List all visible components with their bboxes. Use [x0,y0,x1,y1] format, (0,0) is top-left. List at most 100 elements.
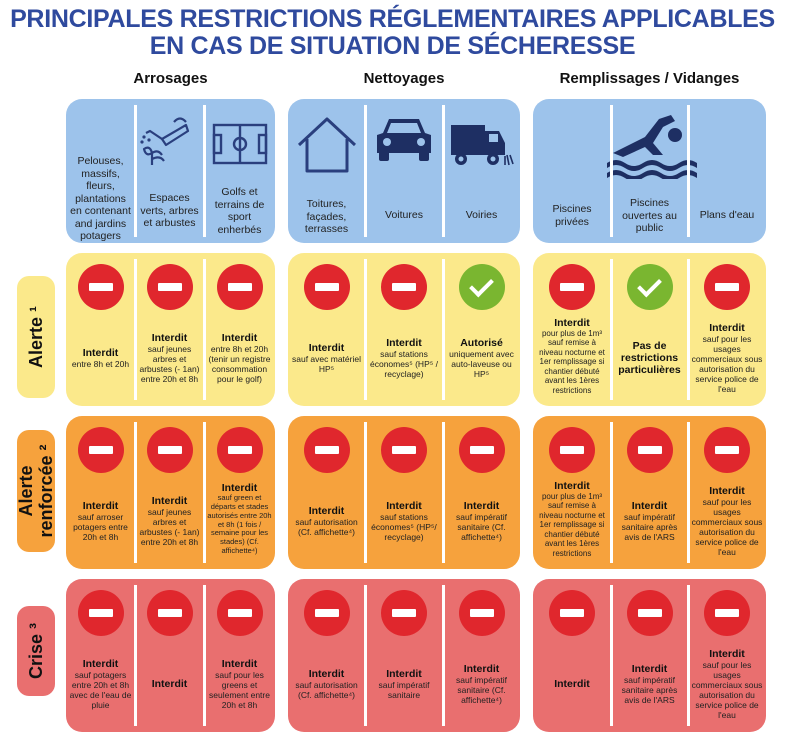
level-crise-label: Crise ³ [26,622,46,680]
forbidden-icon [146,590,193,636]
rule-renforcee-toitures: Interdit sauf autorisation (Cf. affichett… [288,416,365,569]
rule-detail: sauf jeunes arbres et arbustes (- 1an) e… [139,506,200,547]
rule-renforcee-piscines-privees: Interdit pour plus de 1m³ sauf remise à n… [533,416,611,569]
car-icon [377,119,431,161]
rule-status: Interdit [221,482,258,495]
forbidden-icon [77,427,124,473]
rule-detail: sauf impératif sanitaire après avis de l… [621,674,678,705]
rule-detail: sauf stations économes⁵ (HP⁵/ recyclage) [371,511,437,542]
rule-renforcee-voiries: Interdit sauf impératif sanitaire (Cf. af… [443,416,520,569]
row-alerte-remplissages: Interdit pour plus de 1m³ sauf remise à n… [533,253,766,406]
rule-renforcee-voitures: Interdit sauf stations économes⁵ (HP⁵/ re… [365,416,443,569]
rule-alerte-voiries: Autorisé uniquement avec auto-laveuse ou … [443,253,520,406]
rule-detail: sauf autorisation (Cf. affichette⁴) [295,679,358,700]
rule-detail: sauf impératif sanitaire [378,679,430,700]
forbidden-icon [549,590,595,636]
forbidden-icon [216,264,263,310]
rule-alerte-plans-eau: Interdit sauf pour les usages commerciaux… [688,253,766,406]
sports-field-icon [212,123,267,165]
row-renforcee-remplissages: Interdit pour plus de 1m³ sauf remise à n… [533,416,766,569]
category-nettoyages: Nettoyages [363,70,445,87]
header-piscines-public-label: Piscines ouvertes au public [622,197,677,234]
rule-renforcee-espaces: Interdit sauf jeunes arbres et arbustes (… [135,416,204,569]
header-toitures-label: Toitures, façades, terrasses [304,198,349,235]
rule-renforcee-golfs: Interdit sauf green et départs et stades … [204,416,275,569]
rule-status: Interdit [631,662,668,675]
rule-status: Interdit [554,677,590,690]
rule-crise-voitures: Interdit sauf impératif sanitaire [365,579,443,732]
rule-detail: sauf autorisation (Cf. affichette⁴) [295,516,358,537]
swimmer-icon [607,115,697,179]
rule-alerte-golfs: Interdit entre 8h et 20h (tenir un regist… [204,253,275,406]
category-arrosages: Arrosages [133,70,208,87]
row-alerte-arrosages: Interdit entre 8h et 20h Interdit sauf jeu… [66,253,275,406]
rule-renforcee-plans-eau: Interdit sauf pour les usages commerciaux… [688,416,766,569]
forbidden-icon [303,264,350,310]
forbidden-icon [626,590,673,636]
rule-status: Interdit [386,667,422,680]
rule-detail: sauf avec matériel HP⁵ [292,353,361,374]
rule-status: Interdit [308,341,345,354]
header-voiries-label: Voiries [465,209,498,221]
rule-detail: uniquement avec auto-laveuse ou HP⁵ [449,348,514,379]
rule-crise-golfs: Interdit sauf pour les greens et seulemen… [204,579,275,732]
forbidden-icon [303,427,350,473]
level-alerte: Alerte ¹ [17,276,55,398]
header-pelouses-label: Pelouses, massifs, fleurs, plantations e… [70,155,131,242]
rule-renforcee-piscines-public: Interdit sauf impératif sanitaire après a… [611,416,688,569]
title-line-2: EN CAS DE SITUATION DE SÉCHERESSE [149,32,636,60]
rule-crise-toitures: Interdit sauf autorisation (Cf. affichett… [288,579,365,732]
rule-crise-piscines-public: Interdit sauf impératif sanitaire après a… [611,579,688,732]
rule-status: Interdit [554,316,590,329]
header-pelouses: Pelouses, massifs, fleurs, plantations e… [66,99,135,243]
forbidden-icon [549,427,595,473]
rule-status: Interdit [386,499,422,512]
header-espaces: Espaces verts, arbres et arbustes [135,99,204,243]
header-piscines-privees: Piscines privées [533,99,611,243]
forbidden-icon [458,590,505,636]
check-icon [458,264,505,310]
rule-alerte-piscines-privees: Interdit pour plus de 1m³ sauf remise à n… [533,253,611,406]
title-line-1: PRINCIPALES RESTRICTIONS RÉGLEMENTAIRES … [10,5,775,33]
level-alerte-renforcee-label: Alerte renforcée ² [16,444,56,538]
forbidden-icon [626,427,673,473]
house-icon [297,117,356,173]
header-voiries: Voiries [443,99,520,243]
forbidden-icon [216,590,263,636]
rule-status: Interdit [308,504,345,517]
rule-renforcee-pelouses: Interdit sauf arroser potagers entre 20h … [66,416,135,569]
rule-status: Interdit [151,331,188,344]
rule-detail: pour plus de 1m³ sauf remise à niveau no… [539,491,605,558]
rule-detail: sauf pour les usages commerciaux sous au… [691,659,763,720]
rule-detail: sauf jeunes arbres et arbustes (- 1an) e… [139,343,200,384]
header-group-arrosages: Pelouses, massifs, fleurs, plantations e… [66,99,275,243]
rule-status: Interdit [709,484,745,497]
header-plans-eau-label: Plans d'eau [699,209,755,221]
rule-status: Interdit [709,647,745,660]
header-golfs: Golfs et terrains de sport enherbés [204,99,275,243]
rule-status: Interdit [463,499,500,512]
level-alerte-label: Alerte ¹ [26,305,46,369]
rule-status: Interdit [221,657,258,670]
rule-status: Interdit [631,499,668,512]
rule-detail: entre 8h et 20h (tenir un registre conso… [208,343,271,384]
forbidden-icon [146,427,193,473]
header-voitures: Voitures [365,99,443,243]
forbidden-icon [549,264,595,310]
rule-status: Pas de restrictions particulières [618,339,681,376]
category-remplissages: Remplissages / Vidanges [559,70,740,87]
rule-status: Interdit [82,346,119,359]
rule-crise-espaces: Interdit [135,579,204,732]
header-toitures: Toitures, façades, terrasses [288,99,365,243]
row-renforcee-arrosages: Interdit sauf arroser potagers entre 20h … [66,416,275,569]
street-sweeper-icon [450,125,514,166]
rule-detail: sauf pour les usages commerciaux sous au… [691,496,763,557]
rule-status: Interdit [554,479,590,492]
forbidden-icon [704,427,750,473]
forbidden-icon [303,590,350,636]
forbidden-icon [381,427,427,473]
header-group-remplissages: Piscines privées Piscines ouvertes au pu… [533,99,766,243]
row-crise-arrosages: Interdit sauf potagers entre 20h et 8h av… [66,579,275,732]
row-alerte-nettoyages: Interdit sauf avec matériel HP⁵ Interdit s… [288,253,520,406]
forbidden-icon [458,427,505,473]
